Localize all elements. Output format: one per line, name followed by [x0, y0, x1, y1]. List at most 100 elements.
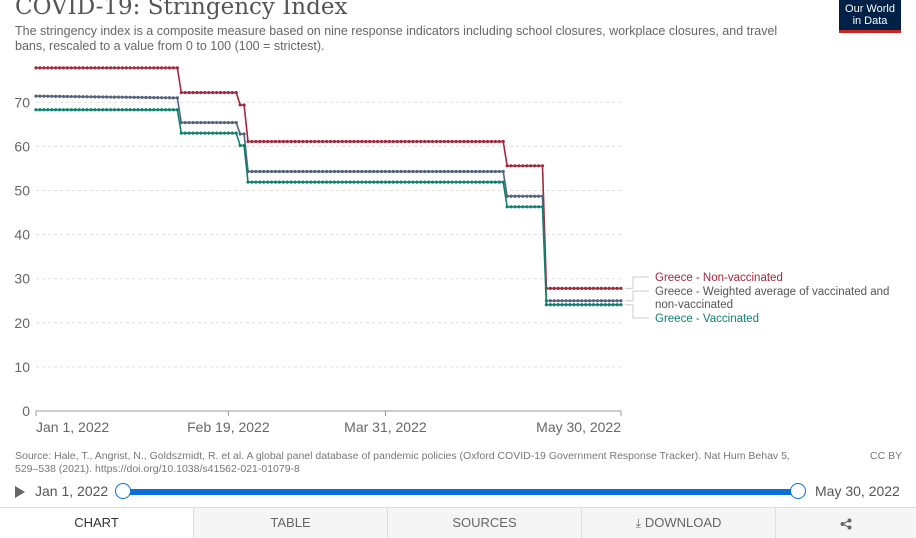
data-point: [317, 139, 321, 144]
play-icon[interactable]: [15, 486, 25, 498]
data-point: [191, 90, 195, 95]
data-point: [156, 96, 160, 100]
data-point: [540, 205, 545, 209]
data-point: [364, 180, 368, 184]
data-point: [183, 90, 187, 95]
data-point: [136, 95, 140, 99]
data-point: [144, 95, 148, 100]
data-point: [262, 169, 266, 174]
data-point: [399, 139, 403, 144]
data-point: [427, 139, 431, 144]
legend-label-line: non-vaccinated: [655, 299, 733, 311]
x-tick-label: Mar 31, 2022: [344, 419, 427, 435]
data-point: [348, 180, 352, 184]
data-point: [85, 108, 89, 112]
data-point: [493, 180, 497, 184]
data-point: [407, 180, 411, 184]
data-point: [203, 90, 207, 95]
data-point: [108, 108, 113, 112]
data-point: [403, 169, 407, 174]
owid-logo[interactable]: Our World in Data: [839, 0, 901, 33]
data-point: [313, 180, 317, 184]
data-point: [140, 95, 144, 100]
data-point: [356, 169, 360, 174]
data-point: [474, 139, 478, 144]
data-point: [81, 108, 85, 112]
legend-label-line: Greece - Vaccinated: [655, 313, 759, 325]
data-point: [368, 169, 372, 174]
timeline-track[interactable]: [122, 489, 798, 495]
timeline-start-handle[interactable]: [115, 483, 131, 499]
data-point: [211, 120, 215, 125]
legend-label: Greece - Weighted average of vaccinated …: [655, 286, 889, 311]
data-point: [222, 90, 227, 95]
data-point: [97, 66, 101, 70]
tab-chart[interactable]: CHART: [0, 508, 193, 538]
data-point: [226, 120, 230, 125]
data-point: [336, 180, 340, 184]
data-point: [105, 108, 109, 112]
tab-sources[interactable]: SOURCES: [387, 508, 581, 538]
data-point: [50, 94, 54, 98]
data-point: [434, 180, 439, 184]
data-point: [430, 169, 435, 174]
data-point: [144, 66, 148, 70]
data-point: [285, 180, 289, 184]
tab-share[interactable]: [775, 508, 916, 538]
data-point: [273, 169, 278, 174]
data-point: [548, 299, 552, 303]
source-note: Source: Hale, T., Angrist, N., Goldszmid…: [15, 450, 790, 475]
data-point: [466, 180, 470, 184]
data-point: [101, 95, 105, 99]
data-point: [262, 180, 266, 184]
data-point: [50, 108, 54, 112]
data-point: [273, 180, 278, 184]
data-point: [372, 139, 376, 144]
data-point: [77, 108, 81, 112]
timeline-end-handle[interactable]: [790, 483, 806, 499]
data-point: [195, 131, 199, 135]
data-point: [179, 120, 183, 125]
data-point: [132, 66, 136, 70]
data-point: [372, 169, 376, 174]
data-point: [305, 169, 309, 174]
timeline-slider[interactable]: Jan 1, 2022 May 30, 2022: [0, 478, 916, 506]
data-point: [489, 139, 494, 144]
data-point: [328, 139, 333, 144]
data-point: [124, 108, 128, 112]
data-point: [536, 194, 541, 198]
data-point: [226, 90, 230, 95]
data-point: [124, 66, 128, 70]
tab-download[interactable]: ⤓ DOWNLOAD: [581, 508, 775, 538]
data-point: [285, 169, 289, 174]
data-point: [454, 139, 458, 144]
tab-table[interactable]: TABLE: [193, 508, 387, 538]
data-point: [152, 66, 156, 70]
data-point: [250, 169, 254, 174]
data-point: [489, 169, 494, 174]
data-point: [116, 108, 121, 112]
data-point: [525, 194, 529, 198]
data-point: [77, 95, 81, 99]
data-point: [163, 96, 168, 100]
data-point: [442, 139, 446, 144]
data-point: [175, 108, 179, 112]
data-point: [383, 139, 388, 144]
data-point: [466, 139, 470, 144]
data-point: [521, 194, 525, 198]
data-point: [458, 139, 462, 144]
data-point: [57, 108, 62, 112]
data-point: [309, 139, 313, 144]
data-point: [203, 120, 207, 125]
data-point: [340, 169, 344, 174]
data-point: [171, 108, 176, 112]
data-point: [360, 180, 364, 184]
data-point: [344, 180, 348, 184]
license-link[interactable]: CC BY: [870, 450, 903, 462]
data-point: [199, 90, 203, 95]
y-tick-label: 10: [14, 359, 30, 375]
y-axis-ticks: 0 10 20 30 40 50 60 70: [14, 94, 30, 419]
data-point: [478, 180, 482, 184]
data-point: [434, 169, 439, 174]
data-point: [93, 66, 97, 70]
